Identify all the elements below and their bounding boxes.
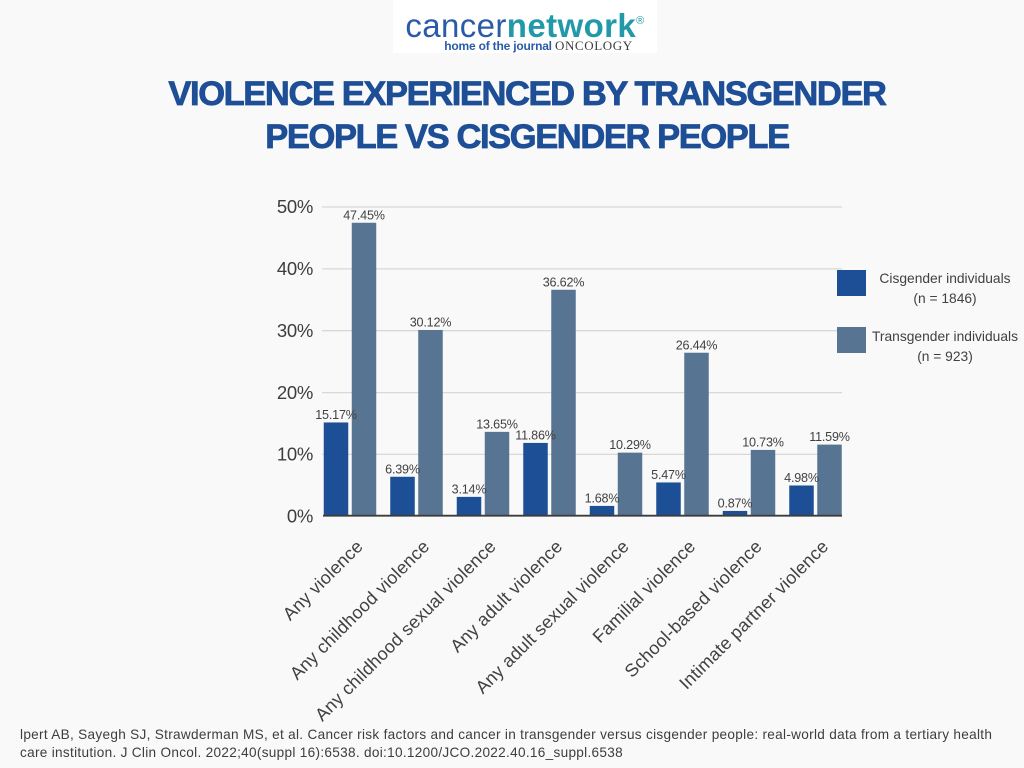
svg-text:47.45%: 47.45% xyxy=(343,208,385,222)
svg-text:10.29%: 10.29% xyxy=(609,438,651,452)
svg-text:10%: 10% xyxy=(277,444,313,465)
svg-text:School-based violence: School-based violence xyxy=(621,536,766,681)
svg-text:30.12%: 30.12% xyxy=(410,316,452,330)
svg-text:30%: 30% xyxy=(277,320,313,341)
svg-text:Transgender individuals: Transgender individuals xyxy=(872,329,1018,344)
svg-text:0.87%: 0.87% xyxy=(718,497,753,511)
svg-text:11.59%: 11.59% xyxy=(809,430,850,444)
svg-text:50%: 50% xyxy=(277,196,313,217)
svg-text:Cisgender individuals: Cisgender individuals xyxy=(879,271,1010,286)
svg-text:3.14%: 3.14% xyxy=(452,483,487,497)
svg-text:20%: 20% xyxy=(277,382,313,403)
svg-text:26.44%: 26.44% xyxy=(676,338,718,352)
svg-text:36.62%: 36.62% xyxy=(543,275,585,289)
svg-text:11.86%: 11.86% xyxy=(515,429,556,443)
svg-text:5.47%: 5.47% xyxy=(651,468,686,482)
svg-text:15.17%: 15.17% xyxy=(315,408,357,422)
svg-text:6.39%: 6.39% xyxy=(385,462,420,476)
svg-text:0%: 0% xyxy=(287,506,313,527)
svg-text:Any adult violence: Any adult violence xyxy=(446,536,566,656)
svg-text:1.68%: 1.68% xyxy=(585,492,620,506)
svg-text:13.65%: 13.65% xyxy=(476,418,518,432)
svg-text:10.73%: 10.73% xyxy=(742,436,784,450)
svg-text:(n = 923): (n = 923) xyxy=(917,349,973,364)
svg-text:40%: 40% xyxy=(277,258,313,279)
svg-text:(n = 1846): (n = 1846) xyxy=(913,291,976,306)
svg-text:4.98%: 4.98% xyxy=(784,471,819,485)
